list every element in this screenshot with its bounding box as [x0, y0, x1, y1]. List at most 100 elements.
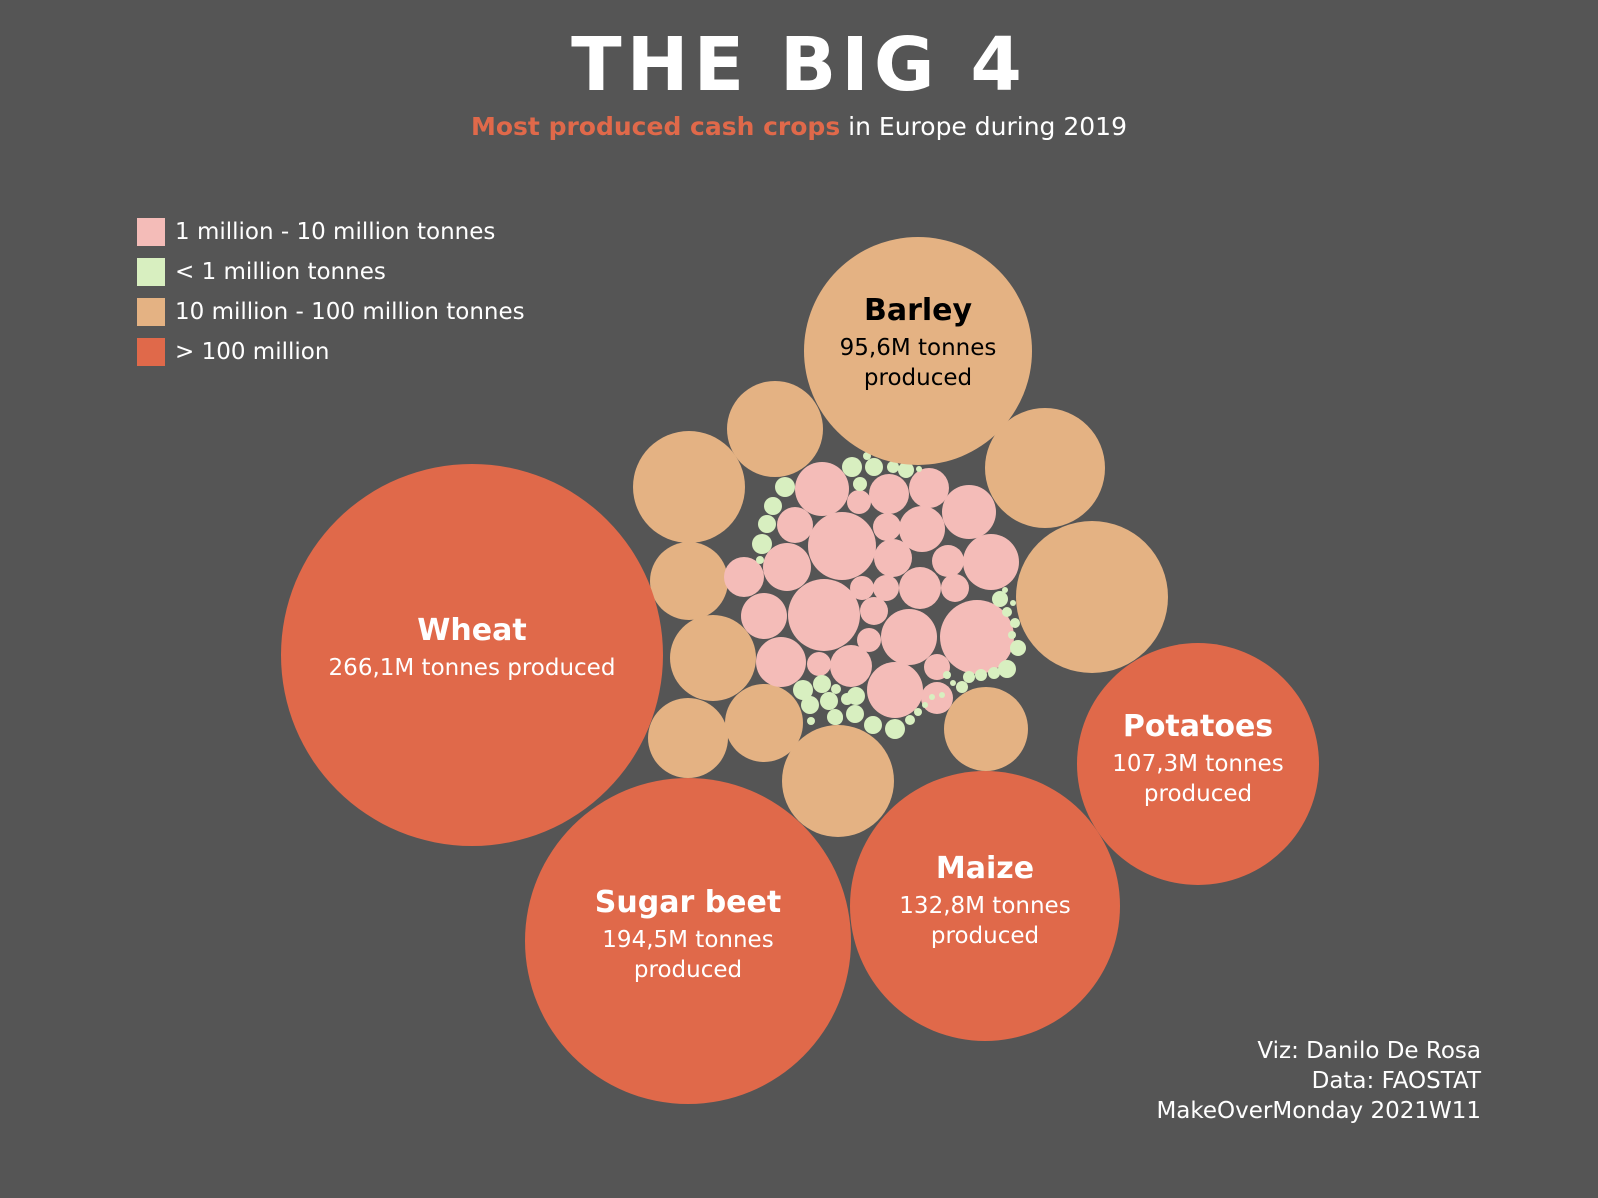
label-potatoes-value-line-2: produced — [1144, 781, 1252, 807]
bubble-1-million-tonnes-40 — [775, 477, 795, 497]
bubble-1-million-10-million-tonnes-24 — [873, 575, 899, 601]
subtitle-highlight: Most produced cash crops — [470, 112, 841, 141]
bubble-1-million-10-million-tonnes-20 — [932, 545, 964, 577]
bubble-10-million-100-million-tonnes-9 — [944, 687, 1028, 771]
bubble-1-million-tonnes-57 — [998, 660, 1016, 678]
bubble-1-million-tonnes-52 — [992, 591, 1008, 607]
bubble-1-million-tonnes-77 — [829, 711, 843, 725]
bubble-1-million-10-million-tonnes-29 — [860, 597, 888, 625]
label-sugar-beet-value-line-1: 194,5M tonnes — [602, 927, 773, 953]
bubble-1-million-tonnes-80 — [939, 692, 945, 698]
label-barley-value-line-2: produced — [864, 365, 972, 391]
bubble-10-million-100-million-tonnes-1 — [633, 431, 745, 543]
bubble-1-million-tonnes-58 — [988, 667, 1000, 679]
bubble-1-million-tonnes-71 — [846, 705, 864, 723]
label-barley-value-line-1: 95,6M tonnes — [840, 335, 997, 361]
bubble-1-million-10-million-tonnes-26 — [941, 574, 969, 602]
bubble-1-million-10-million-tonnes-32 — [940, 600, 1014, 674]
legend-label: > 100 million — [175, 339, 330, 365]
bubble-1-million-tonnes-43 — [752, 534, 772, 554]
bubble-potatoes — [1077, 643, 1319, 885]
legend-label: 10 million - 100 million tonnes — [175, 299, 525, 325]
bubble-1-million-tonnes-78 — [831, 684, 841, 694]
bubble-1-million-tonnes-59 — [975, 669, 987, 681]
bubble-wheat — [281, 464, 663, 846]
bubble-1-million-tonnes-67 — [820, 692, 838, 710]
label-wheat-value-line-1: 266,1M tonnes produced — [329, 655, 616, 681]
bubble-1-million-tonnes-54 — [1010, 618, 1020, 628]
legend-swatch — [137, 218, 165, 246]
bubble-1-million-tonnes-76 — [922, 702, 928, 708]
credit-makeovermonday: MakeOverMonday 2021W11 — [1156, 1098, 1481, 1124]
bubble-1-million-tonnes-44 — [756, 556, 764, 564]
legend-swatch — [137, 298, 165, 326]
bubble-1-million-tonnes-42 — [758, 515, 776, 533]
subtitle-rest: in Europe during 2019 — [840, 112, 1127, 141]
bubble-1-million-tonnes-46 — [865, 458, 883, 476]
bubble-1-million-10-million-tonnes-19 — [874, 539, 912, 577]
bubble-1-million-tonnes-69 — [847, 687, 865, 705]
bubble-1-million-tonnes-64 — [793, 680, 813, 700]
bubble-1-million-tonnes-53 — [1002, 607, 1012, 617]
label-wheat-name: Wheat — [417, 613, 526, 648]
bubble-1-million-10-million-tonnes-18 — [763, 543, 811, 591]
bubble-1-million-10-million-tonnes-15 — [873, 513, 901, 541]
bubble-1-million-tonnes-50 — [853, 477, 867, 491]
bubble-1-million-tonnes-41 — [764, 497, 782, 515]
bubble-sugar-beet — [525, 778, 851, 1104]
bubble-1-million-10-million-tonnes-27 — [741, 593, 787, 639]
label-potatoes-value-line-1: 107,3M tonnes — [1112, 751, 1283, 777]
bubble-1-million-10-million-tonnes-17 — [808, 512, 876, 580]
bubble-1-million-tonnes-61 — [956, 681, 968, 693]
bubble-1-million-10-million-tonnes-21 — [963, 534, 1019, 590]
label-barley-name: Barley — [864, 293, 973, 328]
bubble-1-million-tonnes-66 — [801, 696, 819, 714]
bubble-1-million-tonnes-55 — [1008, 631, 1016, 639]
bubble-1-million-tonnes-74 — [905, 715, 915, 725]
bubble-maize — [850, 771, 1120, 1041]
label-maize-name: Maize — [936, 851, 1034, 886]
label-maize-value-line-1: 132,8M tonnes — [899, 893, 1070, 919]
label-sugar-beet-value-line-2: produced — [634, 957, 742, 983]
bubble-1-million-tonnes-65 — [813, 675, 831, 693]
bubble-10-million-100-million-tonnes-8 — [782, 725, 894, 837]
bubble-1-million-10-million-tonnes-10 — [795, 462, 849, 516]
legend-swatch — [137, 258, 165, 286]
label-sugar-beet-name: Sugar beet — [595, 885, 781, 920]
bubble-10-million-100-million-tonnes-7 — [648, 698, 728, 778]
bubble-10-million-100-million-tonnes-2 — [985, 408, 1105, 528]
bubble-10-million-100-million-tonnes-0 — [727, 381, 823, 477]
bubble-10-million-100-million-tonnes-4 — [650, 542, 728, 620]
legend-swatch — [137, 338, 165, 366]
bubble-1-million-tonnes-75 — [914, 708, 922, 716]
credit-data: Data: FAOSTAT — [1311, 1068, 1481, 1094]
bubble-1-million-tonnes-47 — [887, 461, 899, 473]
bubble-1-million-10-million-tonnes-30 — [857, 628, 881, 652]
bubble-1-million-10-million-tonnes-11 — [869, 474, 909, 514]
bubble-10-million-100-million-tonnes-5 — [670, 615, 756, 701]
bubble-10-million-100-million-tonnes-6 — [725, 684, 803, 762]
bubble-1-million-10-million-tonnes-37 — [867, 662, 923, 718]
bubble-1-million-10-million-tonnes-13 — [942, 485, 996, 539]
bubble-1-million-10-million-tonnes-12 — [909, 468, 949, 508]
bubble-1-million-tonnes-81 — [929, 694, 935, 700]
bubble-1-million-tonnes-72 — [864, 716, 882, 734]
bubble-1-million-tonnes-73 — [885, 719, 905, 739]
bubble-1-million-10-million-tonnes-22 — [724, 557, 764, 597]
chart-title: THE BIG 4 — [571, 22, 1027, 108]
bubble-1-million-10-million-tonnes-38 — [921, 682, 953, 714]
label-maize-value-line-2: produced — [931, 923, 1039, 949]
bubble-1-million-10-million-tonnes-28 — [788, 579, 860, 651]
bubble-1-million-10-million-tonnes-31 — [881, 609, 937, 665]
bubble-1-million-10-million-tonnes-35 — [830, 645, 872, 687]
bubble-1-million-10-million-tonnes-39 — [847, 490, 871, 514]
bubble-1-million-tonnes-56 — [1010, 640, 1026, 656]
bubble-1-million-tonnes-49 — [916, 466, 922, 472]
legend-item-under-1m: < 1 million tonnes — [137, 252, 525, 292]
bubble-1-million-tonnes-45 — [842, 457, 862, 477]
bubble-1-million-10-million-tonnes-16 — [899, 506, 945, 552]
bubble-1-million-tonnes-51 — [863, 452, 871, 460]
chart-subtitle: Most produced cash crops in Europe durin… — [0, 112, 1598, 141]
credit-viz: Viz: Danilo De Rosa — [1257, 1038, 1481, 1064]
